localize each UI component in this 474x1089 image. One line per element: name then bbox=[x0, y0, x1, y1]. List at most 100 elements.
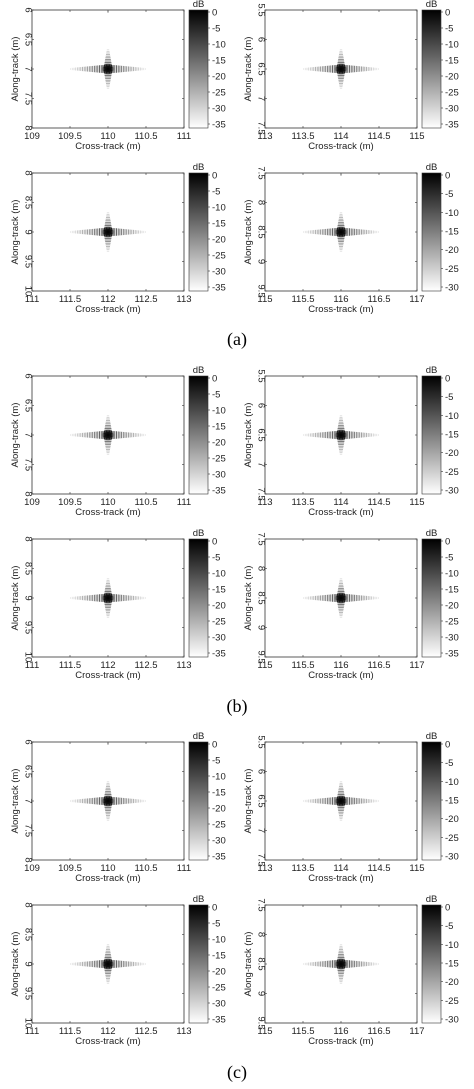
y-tick-label: 8.5 bbox=[255, 957, 266, 970]
chart-panel: 109 109.5 110 110.5 111 6 6.5 7 7.5 8 Cross-track … bbox=[10, 731, 226, 884]
colorbar-title: dB bbox=[193, 0, 205, 10]
figure-group: 109 109.5 110 110.5 11166.577.58Cross-track … bbox=[10, 731, 459, 1083]
chart-panel: 109 109.5 110 110.5 111 6 6.5 7 7.5 8 Cross-track … bbox=[10, 365, 226, 518]
y-tick-label: 9 bbox=[22, 595, 33, 600]
y-tick-label: 9.5 bbox=[255, 650, 266, 663]
y-tick-label: 7 bbox=[255, 96, 266, 101]
y-tick-label: 5.5 bbox=[255, 369, 266, 382]
chart-panel: 111 111.5 112 112.5 113 8 8.5 9 9.5 10 Cross-track… bbox=[10, 894, 226, 1047]
colorbar-title: dB bbox=[426, 731, 438, 742]
target-response bbox=[70, 415, 146, 455]
mainlobe-core bbox=[101, 429, 115, 441]
x-tick-label: 111 bbox=[25, 1026, 39, 1037]
x-tick-label: 115 bbox=[409, 863, 424, 874]
chart-panel: 115 115.5 116 116.5 117 7.5 8 8.5 9 9.5 Cross-trac… bbox=[243, 162, 459, 315]
colorbar-tick-label: 0 bbox=[445, 171, 450, 182]
y-tick-label: 7 bbox=[255, 462, 266, 467]
colorbar-tick-label: 0 bbox=[212, 740, 217, 751]
x-axis-label: Cross-track (m) bbox=[308, 507, 373, 518]
colorbar-tick-label: -20 bbox=[212, 438, 226, 449]
y-tick-label: 5.5 bbox=[255, 3, 266, 16]
x-tick-label: 109.5 bbox=[58, 863, 82, 874]
colorbar-tick-label: 0 bbox=[212, 903, 217, 914]
y-tick-label: 8 bbox=[255, 932, 266, 937]
y-axis-label: Along-track (m) bbox=[243, 37, 254, 102]
colorbar-tick-label: -25 bbox=[445, 996, 459, 1007]
colorbar-tick-label: -10 bbox=[212, 569, 226, 580]
y-tick-label: 9.5 bbox=[22, 621, 33, 634]
colorbar-tick-label: -20 bbox=[212, 601, 226, 612]
y-tick-label: 8.5 bbox=[22, 562, 33, 575]
y-tick-label: 7.5 bbox=[255, 532, 266, 545]
colorbar-gradient bbox=[188, 904, 209, 1024]
x-axis-label: Cross-track (m) bbox=[308, 304, 373, 315]
y-tick-label: 7.5 bbox=[255, 121, 266, 134]
colorbar-gradient bbox=[421, 904, 442, 1024]
x-tick-label: 112 bbox=[100, 294, 115, 305]
colorbar-tick-label: -30 bbox=[212, 633, 226, 644]
y-tick-label: 8 bbox=[22, 170, 33, 175]
y-tick-label: 7.5 bbox=[22, 824, 33, 837]
mainlobe-core bbox=[334, 429, 348, 441]
y-tick-label: 8 bbox=[255, 200, 266, 205]
x-tick-label: 111 bbox=[177, 131, 191, 142]
colorbar-tick-label: -10 bbox=[212, 40, 226, 51]
chart-panel: 115 115.5 116 116.5 117 7.5 8 8.5 9 9.5 Cross-trac… bbox=[243, 894, 459, 1047]
y-tick-label: 6 bbox=[255, 403, 266, 408]
target-response bbox=[70, 212, 146, 252]
chart-panel: 113 113.5 114 114.5 115 5.5 6 6.5 7 7.5 Cross-trac… bbox=[243, 365, 459, 518]
x-tick-label: 116.5 bbox=[367, 660, 390, 671]
target-response bbox=[70, 578, 146, 618]
colorbar-tick-label: -20 bbox=[445, 448, 459, 459]
colorbar-tick-label: -20 bbox=[445, 601, 459, 612]
x-tick-label: 114.5 bbox=[367, 131, 390, 142]
figure-group: 109 109.5 110 110.5 11166.577.58Cross-track … bbox=[10, 365, 459, 717]
x-tick-label: 112 bbox=[100, 660, 115, 671]
colorbar-tick-label: -15 bbox=[212, 219, 226, 230]
x-tick-label: 111.5 bbox=[59, 660, 81, 671]
colorbar-tick-label: -15 bbox=[445, 227, 459, 238]
y-tick-label: 6.5 bbox=[22, 399, 33, 412]
colorbar-tick-label: -10 bbox=[445, 569, 459, 580]
colorbar: dB 0 -5 -10 -15 -20 -25 -30 -35 bbox=[188, 528, 226, 660]
colorbar-tick-label: -5 bbox=[212, 187, 220, 198]
y-axis-label: Along-track (m) bbox=[10, 403, 21, 468]
colorbar-tick-label: -10 bbox=[445, 940, 459, 951]
x-tick-label: 116.5 bbox=[367, 1026, 390, 1037]
y-tick-label: 7 bbox=[22, 432, 33, 437]
x-tick-label: 113 bbox=[257, 131, 272, 142]
y-tick-label: 9.5 bbox=[22, 987, 33, 1000]
y-tick-label: 7.5 bbox=[255, 166, 266, 179]
colorbar-tick-label: -30 bbox=[445, 104, 459, 115]
mainlobe-core bbox=[101, 226, 115, 238]
x-tick-label: 109.5 bbox=[58, 131, 82, 142]
figure-group: 109 109.5 110 110.5 11166.577.58Cross-track … bbox=[10, 0, 459, 350]
x-tick-label: 113 bbox=[257, 863, 272, 874]
x-axis-label: Cross-track (m) bbox=[308, 873, 373, 884]
y-tick-label: 9 bbox=[255, 991, 266, 996]
colorbar-tick-label: -10 bbox=[445, 40, 459, 51]
colorbar-title: dB bbox=[426, 0, 438, 10]
colorbar-title: dB bbox=[193, 528, 205, 539]
colorbar-gradient bbox=[421, 172, 442, 292]
colorbar-tick-label: -15 bbox=[445, 796, 459, 807]
colorbar-tick-label: -35 bbox=[212, 1015, 226, 1026]
x-tick-label: 115.5 bbox=[291, 660, 314, 671]
target-response bbox=[303, 944, 379, 984]
colorbar-tick-label: -20 bbox=[212, 804, 226, 815]
colorbar: dB 0 -5 -10 -15 -20 -25 -30 -35 bbox=[188, 365, 226, 497]
target-response bbox=[70, 944, 146, 984]
y-tick-label: 6 bbox=[255, 769, 266, 774]
x-tick-label: 113.5 bbox=[291, 497, 314, 508]
colorbar-title: dB bbox=[193, 731, 205, 742]
x-tick-label: 110.5 bbox=[134, 497, 157, 508]
colorbar-title: dB bbox=[426, 162, 438, 173]
colorbar-gradient bbox=[188, 9, 209, 129]
colorbar-tick-label: -5 bbox=[445, 758, 453, 769]
x-tick-label: 111 bbox=[25, 294, 39, 305]
x-tick-label: 117 bbox=[409, 1026, 424, 1037]
colorbar-tick-label: -25 bbox=[212, 617, 226, 628]
group-label: (c) bbox=[227, 1062, 247, 1083]
colorbar-tick-label: -30 bbox=[445, 283, 459, 294]
